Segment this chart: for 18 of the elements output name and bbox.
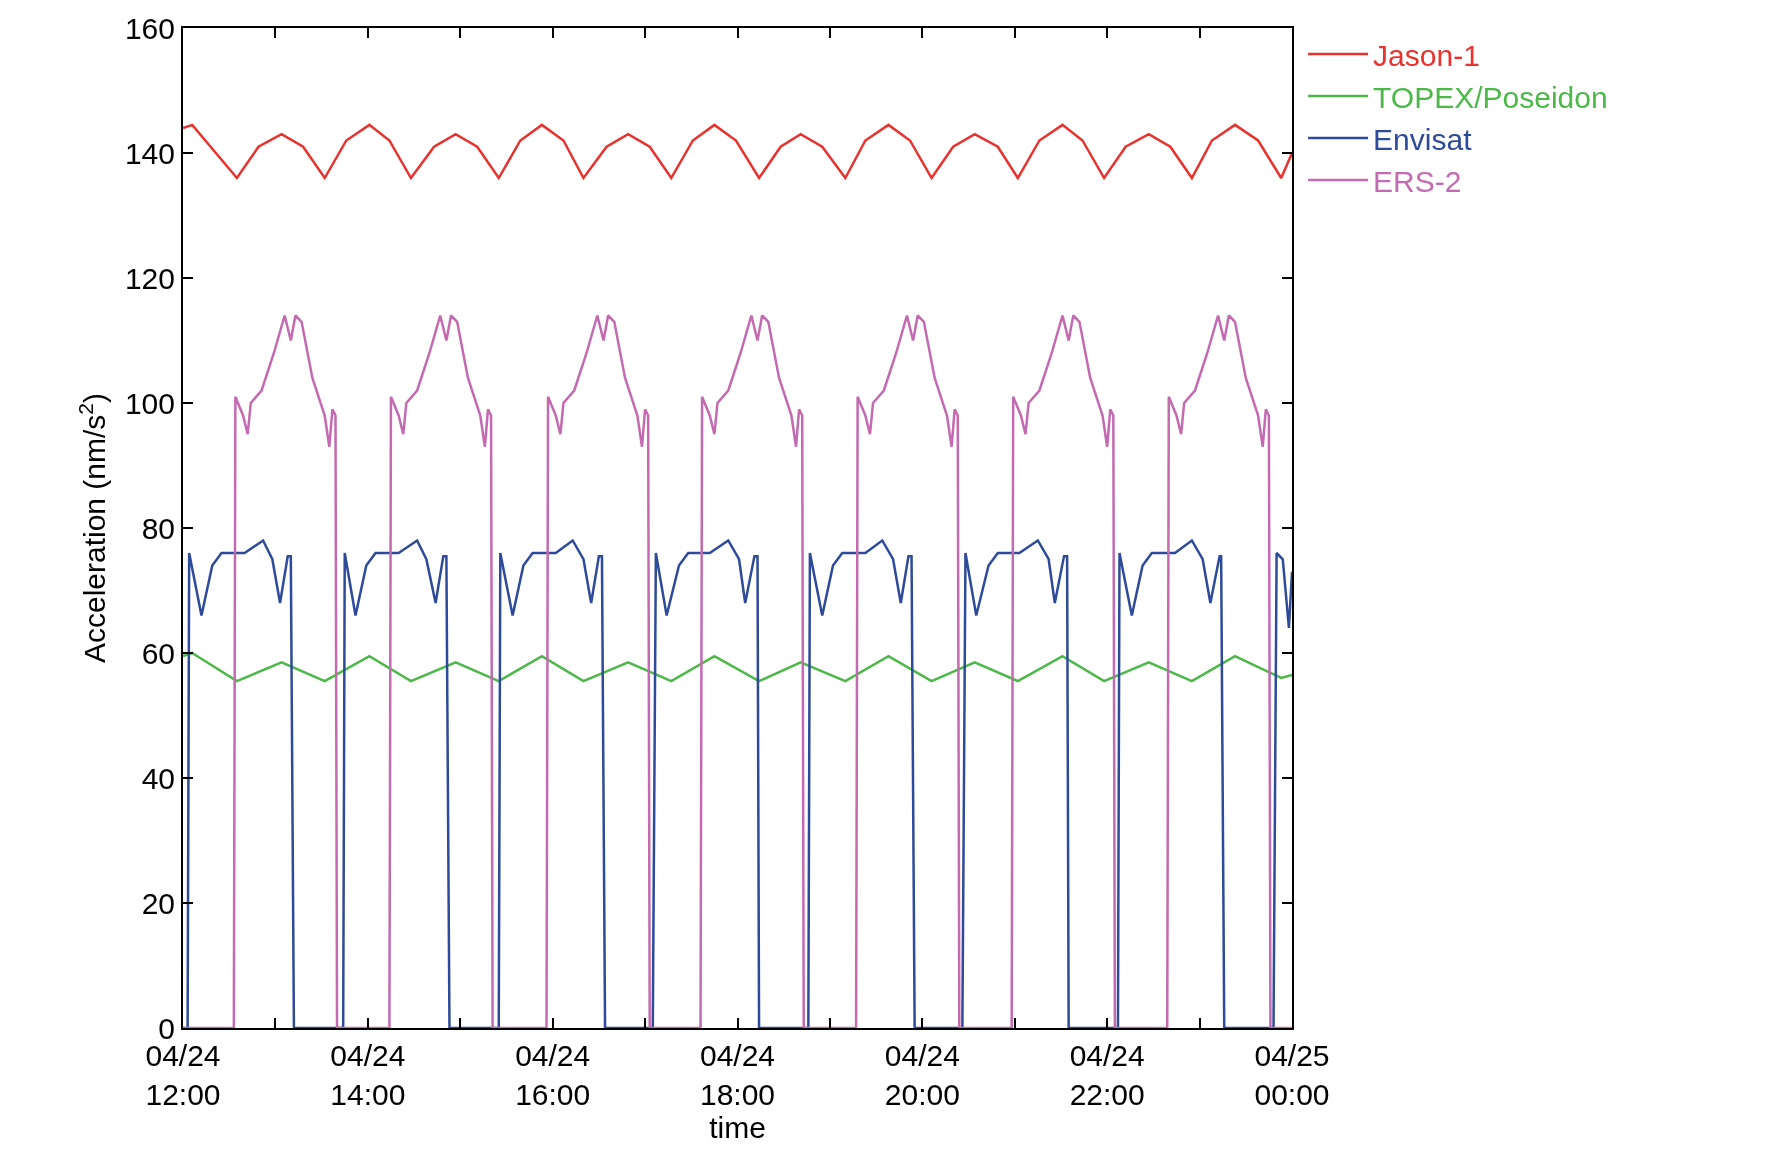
- x-tick-label: 04/24 16:00: [515, 1039, 591, 1111]
- y-tick-label: 40: [141, 761, 175, 795]
- y-tick-label: 160: [124, 11, 175, 45]
- y-tick-label: 120: [124, 261, 175, 295]
- legend-label: Jason-1: [1373, 38, 1480, 72]
- x-tick-label: 04/24 22:00: [1069, 1039, 1145, 1111]
- legend-label: TOPEX/Poseidon: [1373, 80, 1608, 114]
- y-tick-label: 80: [141, 511, 175, 545]
- legend-label: Envisat: [1373, 122, 1473, 156]
- x-tick-label: 04/24 20:00: [884, 1039, 960, 1111]
- y-tick-label: 20: [141, 886, 175, 920]
- y-tick-label: 100: [124, 386, 175, 420]
- x-tick-label: 04/24 14:00: [330, 1039, 406, 1111]
- y-tick-label: 140: [124, 136, 175, 170]
- y-tick-label: 60: [141, 636, 175, 670]
- x-axis-title: time: [709, 1111, 766, 1144]
- x-tick-label: 04/25 00:00: [1254, 1039, 1330, 1111]
- legend-label: ERS-2: [1373, 164, 1462, 198]
